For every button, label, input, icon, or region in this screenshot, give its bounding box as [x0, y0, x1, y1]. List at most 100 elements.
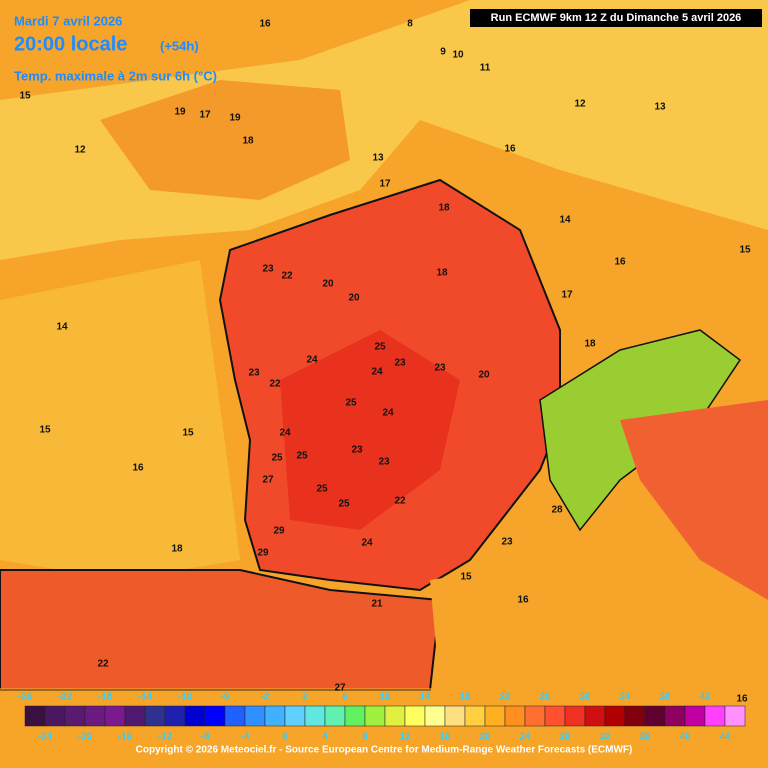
scale-label: -8	[201, 732, 210, 743]
scale-label: -6	[221, 692, 230, 703]
temperature-label: 23	[351, 445, 363, 456]
temperature-label: 8	[407, 19, 413, 30]
temperature-label: 20	[322, 279, 334, 290]
temperature-label: 24	[279, 428, 291, 439]
scale-label: -4	[241, 732, 250, 743]
scale-swatch	[644, 705, 666, 727]
temperature-label: 29	[257, 548, 269, 559]
scale-label: 0	[282, 732, 288, 743]
temperature-label: 15	[182, 428, 194, 439]
scale-label: 32	[599, 732, 611, 743]
temperature-label: 25	[271, 453, 283, 464]
scale-label: -24	[38, 732, 53, 743]
temperature-label: 15	[19, 91, 31, 102]
temperature-label: 15	[460, 572, 472, 583]
scale-label: 36	[639, 732, 651, 743]
date: Mardi 7 avril 2026	[14, 13, 122, 28]
britain	[100, 80, 350, 200]
temperature-label: 22	[269, 379, 281, 390]
temperature-label: 20	[348, 293, 360, 304]
scale-label: 2	[302, 692, 308, 703]
temperature-label: 24	[306, 355, 318, 366]
scale-label: 42	[699, 692, 711, 703]
scale-swatch	[504, 705, 526, 727]
temperature-label: 28	[551, 505, 563, 516]
temperature-label: 24	[371, 367, 383, 378]
scale-label: 28	[559, 732, 571, 743]
temperature-label: 22	[394, 496, 406, 507]
temperature-label: 16	[614, 257, 626, 268]
scale-swatch	[384, 705, 406, 727]
scale-swatch	[164, 705, 186, 727]
scale-background	[0, 688, 768, 768]
scale-label: -20	[78, 732, 93, 743]
temperature-label: 13	[654, 102, 666, 113]
temperature-label: 24	[361, 538, 373, 549]
scale-swatch	[524, 705, 546, 727]
temperature-label: 15	[739, 245, 751, 256]
temperature-label: 14	[559, 215, 571, 226]
scale-label: 16	[439, 732, 451, 743]
scale-label: 24	[519, 732, 531, 743]
temperature-label: 22	[281, 271, 293, 282]
scale-swatch	[664, 705, 686, 727]
temperature-label: 23	[248, 368, 260, 379]
time: 20:00 locale	[14, 33, 127, 55]
temperature-label: 12	[574, 99, 586, 110]
scale-swatch	[684, 705, 706, 727]
scale-label: -12	[158, 732, 173, 743]
scale-swatch	[604, 705, 626, 727]
temperature-label: 23	[378, 457, 390, 468]
scale-swatch	[244, 705, 266, 727]
temperature-label: 9	[440, 47, 446, 58]
scale-swatch	[284, 705, 306, 727]
scale-swatch	[584, 705, 606, 727]
temperature-label: 12	[74, 145, 86, 156]
temperature-label: 20	[478, 370, 490, 381]
temperature-label: 24	[382, 408, 394, 419]
scale-swatch	[404, 705, 426, 727]
scale-swatch	[724, 705, 746, 727]
temperature-label: 25	[374, 342, 386, 353]
temperature-label: 16	[132, 463, 144, 474]
scale-swatch	[304, 705, 326, 727]
italy	[620, 400, 768, 600]
temperature-label: 23	[501, 537, 513, 548]
scale-swatch	[204, 705, 226, 727]
scale-label: -14	[138, 692, 153, 703]
scale-swatch	[624, 705, 646, 727]
scale-swatch	[144, 705, 166, 727]
north-sea	[0, 0, 768, 260]
scale-swatch	[124, 705, 146, 727]
scale-label: -22	[58, 692, 73, 703]
temperature-label: 27	[334, 683, 346, 694]
scale-label: 40	[679, 732, 691, 743]
temperature-label: 13	[372, 153, 384, 164]
scale-label: -16	[118, 732, 133, 743]
temperature-label: 18	[436, 268, 448, 279]
scale-label: 20	[479, 732, 491, 743]
scale-swatch	[464, 705, 486, 727]
scale-label: 4	[322, 732, 328, 743]
parameter: Temp. maximale à 2m sur 6h (°C)	[14, 68, 217, 83]
copyright: Copyright © 2026 Meteociel.fr - Source E…	[136, 745, 633, 756]
temperature-label: 19	[229, 113, 241, 124]
scale-swatch	[84, 705, 106, 727]
scale-label: 8	[362, 732, 368, 743]
scale-swatch	[104, 705, 126, 727]
temperature-label: 14	[56, 322, 68, 333]
scale-swatch	[44, 705, 66, 727]
atlantic	[0, 260, 240, 580]
run-info: Run ECMWF 9km 12 Z du Dimanche 5 avril 2…	[491, 12, 742, 24]
temperature-label: 23	[434, 363, 446, 374]
temperature-label: 17	[561, 290, 573, 301]
scale-swatch	[484, 705, 506, 727]
scale-swatch	[184, 705, 206, 727]
temperature-label: 17	[199, 110, 211, 121]
temperature-label: 23	[394, 358, 406, 369]
scale-swatch	[264, 705, 286, 727]
scale-label: -18	[98, 692, 113, 703]
temperature-label: 22	[97, 659, 109, 670]
